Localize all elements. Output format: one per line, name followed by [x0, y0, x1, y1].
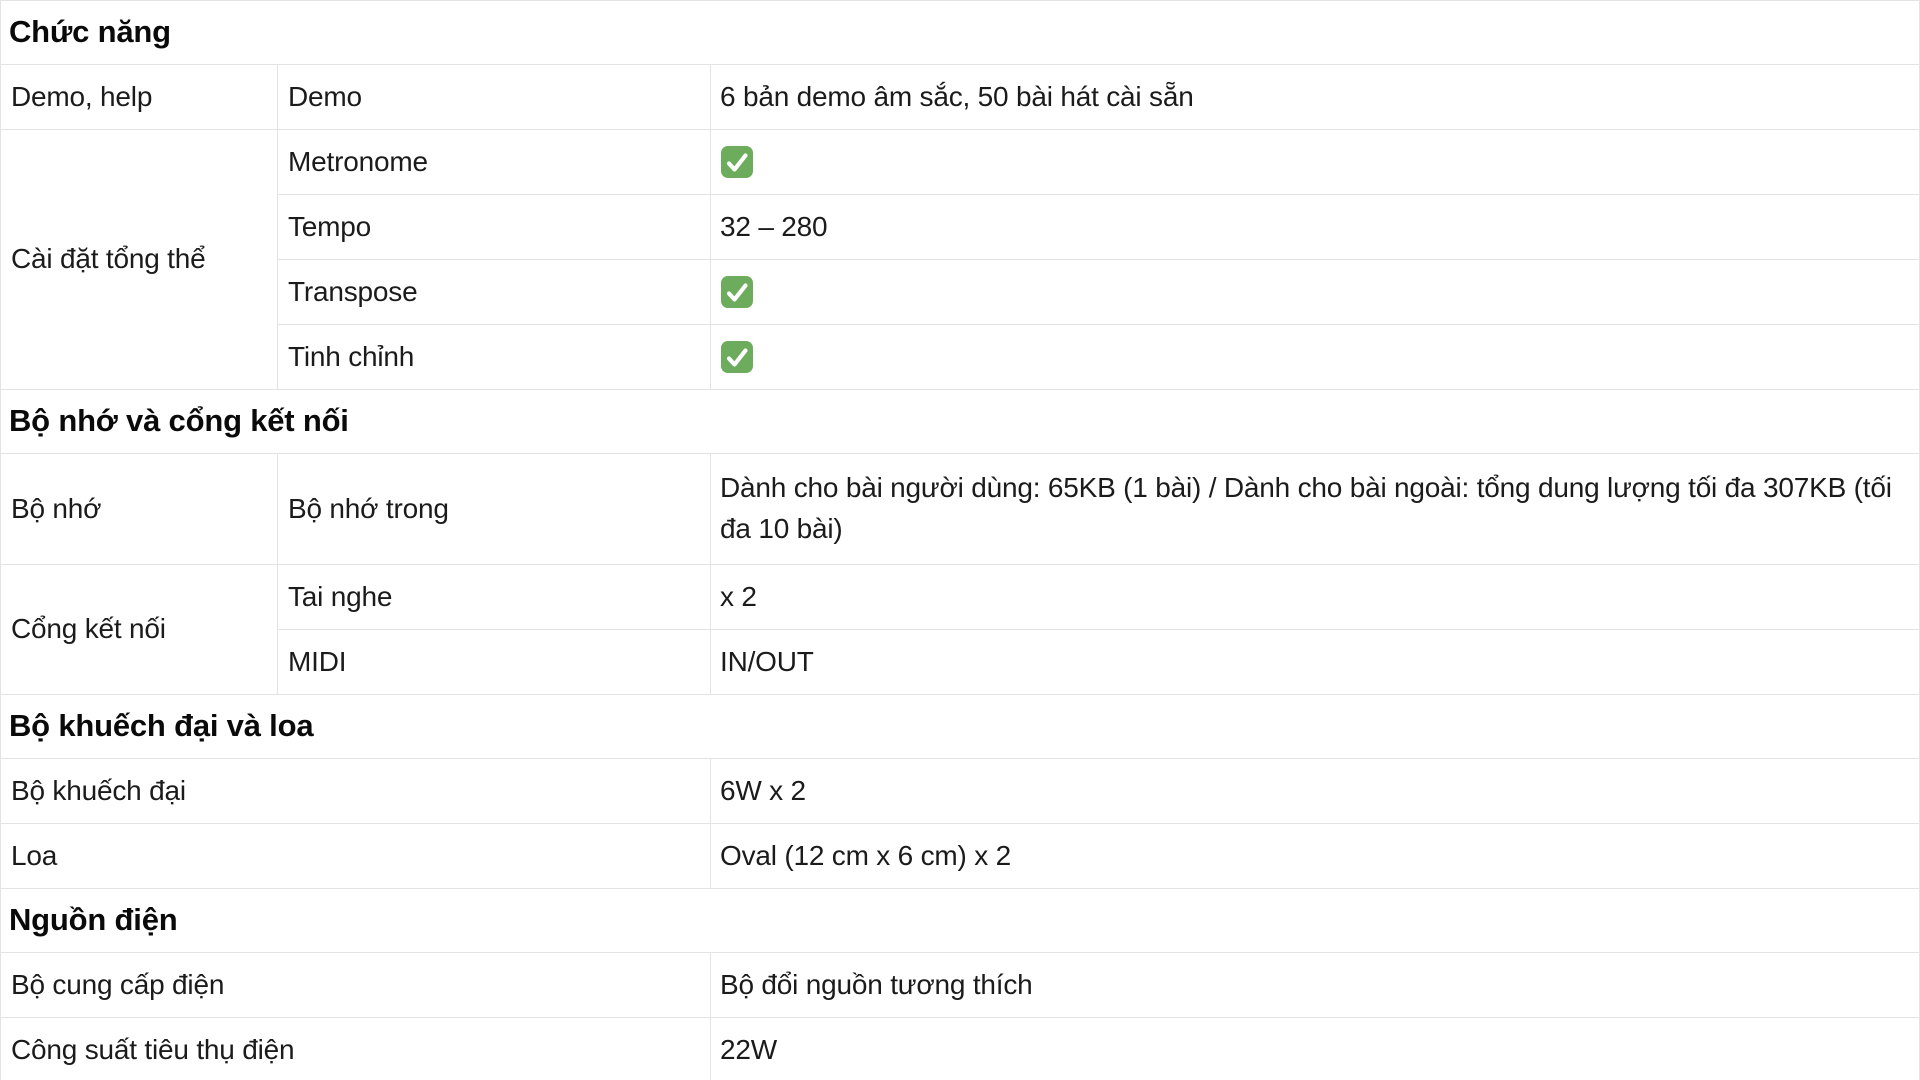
feature-value: IN/OUT — [710, 629, 1920, 695]
feature-value: 32 – 280 — [710, 194, 1920, 260]
section-title: Bộ nhớ và cổng kết nối — [0, 389, 1920, 454]
feature-value: Bộ đổi nguồn tương thích — [710, 952, 1920, 1018]
table-row: Bộ khuếch đại 6W x 2 — [0, 758, 1920, 824]
section-row-power: Nguồn điện — [0, 888, 1920, 953]
feature-value — [710, 324, 1920, 390]
feature-value: Dành cho bài người dùng: 65KB (1 bài) / … — [710, 453, 1920, 565]
feature-value: Oval (12 cm x 6 cm) x 2 — [710, 823, 1920, 889]
table-row: Cài đặt tổng thể Metronome — [0, 129, 1920, 390]
table-row: Tinh chỉnh — [1, 324, 1920, 390]
section-row-memory-connectivity: Bộ nhớ và cổng kết nối — [0, 389, 1920, 454]
row-label: Demo, help — [0, 64, 278, 130]
table-row: Transpose — [1, 259, 1920, 325]
feature-value: 6W x 2 — [710, 758, 1920, 824]
feature-label: Bộ nhớ trong — [277, 453, 711, 565]
checkbox-checked-icon — [721, 341, 753, 373]
table-row: Cổng kết nối Tai nghe x 2 — [0, 564, 1920, 695]
table-row: Công suất tiêu thụ điện 22W — [0, 1017, 1920, 1080]
table-row: Bộ nhớ Bộ nhớ trong Dành cho bài người d… — [0, 453, 1920, 565]
row-label: Cổng kết nối — [0, 564, 278, 695]
feature-value — [710, 259, 1920, 325]
row-label: Loa — [0, 823, 711, 889]
feature-label: Tinh chỉnh — [277, 324, 711, 390]
feature-label: Transpose — [277, 259, 711, 325]
table-row: MIDI IN/OUT — [1, 629, 1920, 695]
row-label: Công suất tiêu thụ điện — [0, 1017, 711, 1080]
feature-label: Tempo — [277, 194, 711, 260]
feature-value: 6 bản demo âm sắc, 50 bài hát cài sẵn — [710, 64, 1920, 130]
section-title: Bộ khuếch đại và loa — [0, 694, 1920, 759]
feature-value: x 2 — [710, 564, 1920, 630]
section-row-functions: Chức năng — [0, 0, 1920, 65]
row-label: Bộ cung cấp điện — [0, 952, 711, 1018]
checkbox-checked-icon — [721, 146, 753, 178]
table-row: Loa Oval (12 cm x 6 cm) x 2 — [0, 823, 1920, 889]
section-row-amp-speakers: Bộ khuếch đại và loa — [0, 694, 1920, 759]
feature-label: MIDI — [277, 629, 711, 695]
feature-value — [710, 129, 1920, 195]
checkbox-checked-icon — [721, 276, 753, 308]
feature-label: Metronome — [277, 129, 711, 195]
row-label: Cài đặt tổng thể — [0, 129, 278, 390]
feature-label: Demo — [277, 64, 711, 130]
row-label: Bộ nhớ — [0, 453, 278, 565]
table-row: Demo, help Demo 6 bản demo âm sắc, 50 bà… — [0, 64, 1920, 130]
table-row: Bộ cung cấp điện Bộ đổi nguồn tương thíc… — [0, 952, 1920, 1018]
feature-label: Tai nghe — [277, 564, 711, 630]
section-title: Chức năng — [0, 0, 1920, 65]
table-row: Tempo 32 – 280 — [1, 194, 1920, 260]
row-label: Bộ khuếch đại — [0, 758, 711, 824]
feature-value: 22W — [710, 1017, 1920, 1080]
section-title: Nguồn điện — [0, 888, 1920, 953]
